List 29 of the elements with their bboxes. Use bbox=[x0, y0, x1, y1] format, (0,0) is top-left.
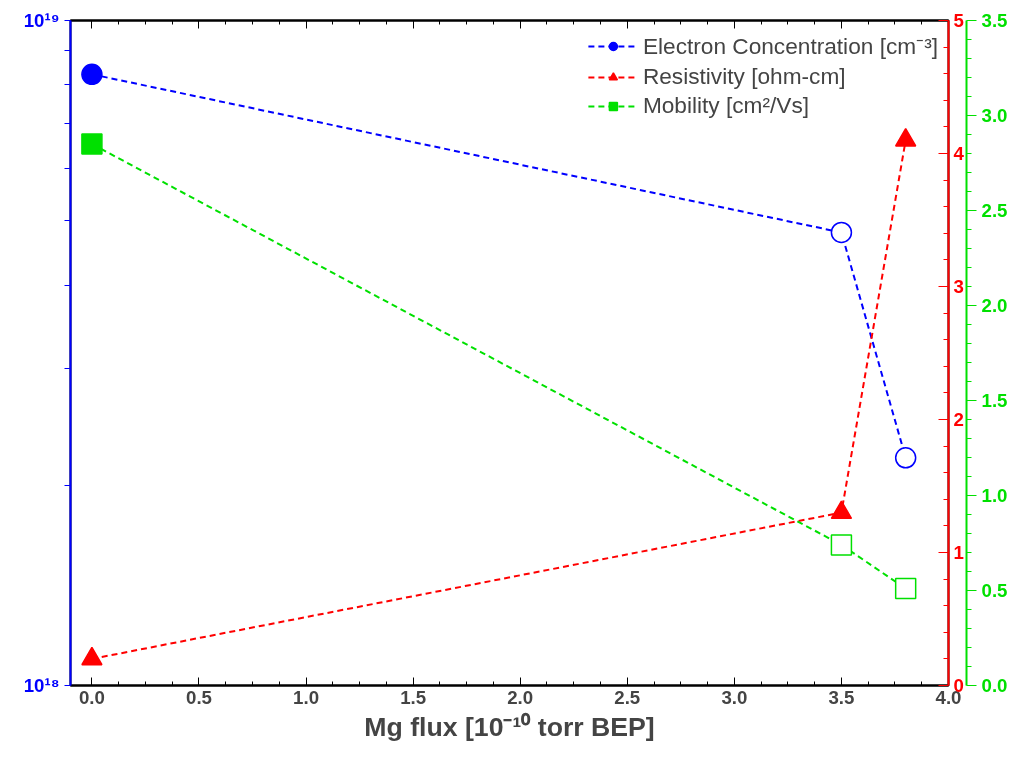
y3-tick-label: 3.5 bbox=[981, 10, 1008, 31]
legend-label: Electron Concentration [cm⁻³] bbox=[642, 32, 938, 61]
y-tick-label: 10¹⁸ bbox=[23, 675, 60, 696]
legend-label: Mobility [cm²/Vs] bbox=[642, 92, 810, 119]
x-tick-label: 3.5 bbox=[828, 686, 855, 708]
x-tick-label: 1.0 bbox=[293, 686, 320, 708]
y2-tick-label: 5 bbox=[953, 10, 964, 31]
x-tick-label: 2.5 bbox=[614, 686, 641, 708]
y3-tick-label: 0.5 bbox=[981, 580, 1008, 601]
y3-tick-label: 2.5 bbox=[981, 200, 1008, 221]
x-tick-label: 0.5 bbox=[186, 686, 212, 708]
x-tick-label: 2.0 bbox=[507, 686, 534, 708]
x-tick-label: 0.0 bbox=[78, 686, 105, 708]
x-tick-label: 1.5 bbox=[400, 686, 427, 708]
y-tick-label: 10¹⁹ bbox=[23, 10, 60, 31]
y3-tick-label: 1.0 bbox=[981, 485, 1008, 506]
y3-tick-label: 3.0 bbox=[981, 105, 1008, 126]
point bbox=[894, 447, 917, 469]
legend-label: Resistivity [ohm-cm] bbox=[642, 63, 846, 90]
point bbox=[81, 63, 103, 86]
y2-tick-label: 3 bbox=[953, 276, 964, 297]
y3-tick-label: 1.5 bbox=[981, 390, 1008, 411]
y2-tick-label: 2 bbox=[953, 409, 964, 430]
y3-tick-label: 2.0 bbox=[981, 295, 1008, 316]
y2-tick-label: 1 bbox=[953, 542, 964, 563]
x-axis-title: Mg flux [10⁻¹⁰ torr BEP] bbox=[364, 711, 655, 742]
x-tick-label: 3.0 bbox=[721, 686, 748, 708]
y2-tick-label: 4 bbox=[953, 143, 965, 164]
point bbox=[830, 221, 853, 244]
